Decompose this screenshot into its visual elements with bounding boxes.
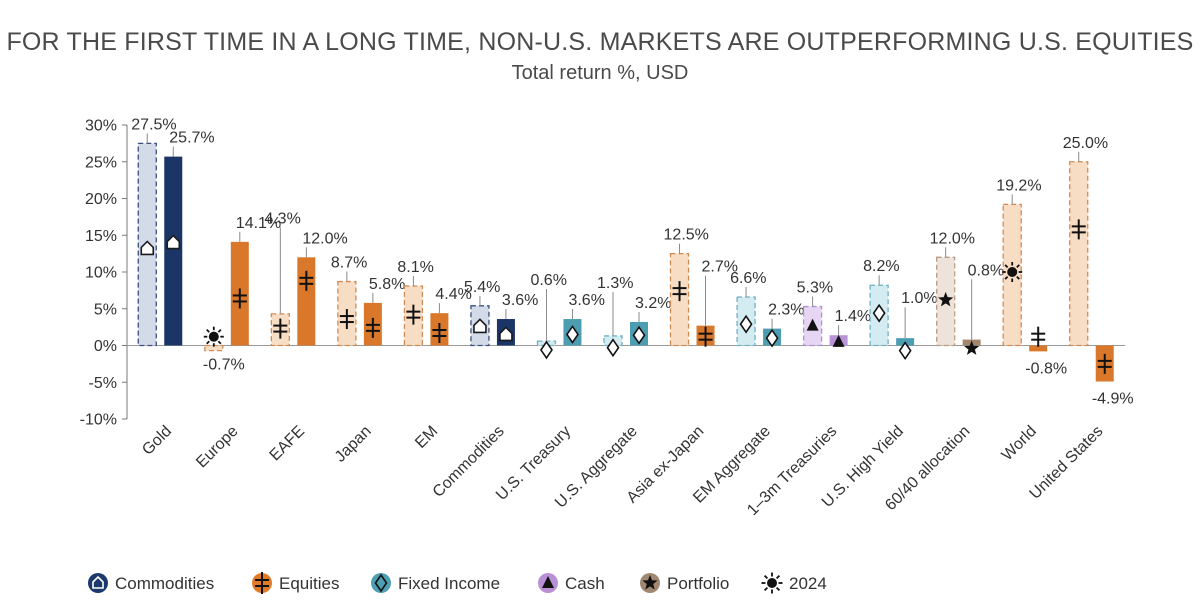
label-ytd-11: 1.0%: [901, 290, 937, 307]
house-marker-icon: [88, 573, 108, 593]
label-ytd-8: 2.7%: [702, 259, 738, 276]
label-ytd-3: 5.8%: [369, 276, 405, 293]
y-tick-label: -10%: [80, 412, 117, 429]
marker-ytd-5: [499, 326, 513, 342]
label-2024-5: 5.4%: [464, 279, 500, 296]
marker-2024-0: [140, 240, 155, 256]
marker-2024-7: [606, 338, 620, 358]
label-2024-8: 12.5%: [664, 227, 709, 244]
label-2024-13: 19.2%: [996, 177, 1041, 194]
marker-ytd-1: [232, 288, 247, 309]
category-label-1: Europe: [193, 423, 242, 472]
chart-subtitle: Total return %, USD: [511, 62, 689, 84]
category-label-13: World: [999, 423, 1040, 464]
marker-2024-5: [473, 318, 487, 334]
category-label-0: Gold: [139, 423, 175, 459]
bar-ytd-0: [164, 156, 183, 346]
marker-ytd-3: [365, 317, 380, 338]
legend-label-4: Portfolio: [667, 574, 729, 593]
bar-ytd-13: [1029, 345, 1048, 352]
marker-2024-14: [1071, 219, 1086, 240]
label-ytd-4: 4.4%: [435, 286, 471, 303]
label-ytd-0: 25.7%: [169, 130, 214, 147]
legend-label-2: Fixed Income: [398, 574, 500, 593]
label-ytd-1: 14.1%: [236, 215, 281, 232]
category-label-3: Japan: [332, 423, 375, 466]
legend-label-0: Commodities: [115, 574, 214, 593]
double-cross-marker-icon: [252, 572, 272, 594]
label-2024-0: 27.5%: [131, 116, 176, 133]
marker-2024-6: [539, 340, 553, 360]
label-ytd-12: 0.8%: [968, 262, 1004, 279]
marker-ytd-2: [299, 270, 314, 291]
triangle-marker-icon: [538, 573, 558, 593]
label-2024-12: 12.0%: [930, 230, 975, 247]
category-label-4: EM: [412, 423, 441, 452]
y-tick-label: -5%: [89, 375, 117, 392]
y-tick-label: 20%: [85, 191, 117, 208]
marker-ytd-13: [1031, 326, 1046, 347]
label-ytd-7: 3.2%: [635, 295, 671, 312]
star-marker-icon: [640, 573, 660, 593]
label-2024-7: 1.3%: [597, 275, 633, 292]
category-label-2: EAFE: [267, 423, 309, 465]
label-ytd-13: -0.8%: [1025, 360, 1067, 377]
label-2024-9: 6.6%: [730, 270, 766, 287]
legend-label-3: Cash: [565, 574, 605, 593]
label-2024-14: 25.0%: [1063, 135, 1108, 152]
y-tick-label: 25%: [85, 154, 117, 171]
marker-ytd-4: [432, 323, 447, 344]
diamond-marker-icon: [371, 573, 391, 593]
marker-2024-2: [273, 318, 288, 339]
label-2024-6: 0.6%: [530, 272, 566, 289]
bar-ytd-2: [297, 257, 316, 346]
label-ytd-14: -4.9%: [1092, 391, 1134, 408]
y-tick-label: 0%: [94, 338, 117, 355]
marker-2024-11: [872, 303, 886, 323]
marker-ytd-10: [832, 334, 845, 347]
marker-2024-9: [739, 314, 753, 334]
marker-ytd-7: [632, 325, 646, 345]
label-ytd-2: 12.0%: [302, 230, 347, 247]
label-ytd-9: 2.3%: [768, 302, 804, 319]
legend-label-1: Equities: [279, 574, 339, 593]
marker-2024-10: [806, 318, 819, 331]
y-tick-label: 30%: [85, 118, 117, 135]
bar-2024-14: [1069, 161, 1089, 347]
label-2024-1: -0.7%: [203, 357, 245, 374]
chart-title: FOR THE FIRST TIME IN A LONG TIME, NON-U…: [6, 28, 1194, 56]
marker-ytd-9: [765, 328, 779, 348]
marker-ytd-11: [898, 341, 912, 361]
label-2024-11: 8.2%: [863, 258, 899, 275]
marker-2024-4: [406, 304, 421, 325]
marker-ytd-14: [1097, 353, 1112, 374]
y-tick-label: 15%: [85, 228, 117, 245]
marker-2024-8: [672, 281, 687, 302]
y-tick-label: 10%: [85, 265, 117, 282]
marker-2024-1: [203, 326, 224, 347]
sun-marker-icon: [761, 572, 783, 594]
marker-ytd-6: [565, 325, 579, 344]
marker-ytd-0: [166, 234, 181, 250]
marker-ytd-12: [964, 340, 980, 355]
marker-2024-13: [1002, 262, 1023, 282]
label-ytd-10: 1.4%: [835, 308, 871, 325]
label-ytd-5: 3.6%: [502, 292, 538, 309]
marker-2024-3: [339, 309, 354, 330]
label-2024-10: 5.3%: [797, 280, 833, 297]
label-ytd-6: 3.6%: [568, 292, 604, 309]
label-2024-4: 8.1%: [397, 259, 433, 276]
label-2024-2: 4.3%: [264, 210, 300, 227]
marker-ytd-8: [698, 326, 713, 347]
marker-2024-12: [938, 291, 954, 307]
y-tick-label: 5%: [94, 301, 117, 318]
legend-label-5: 2024: [789, 574, 827, 593]
label-2024-3: 8.7%: [331, 255, 367, 272]
